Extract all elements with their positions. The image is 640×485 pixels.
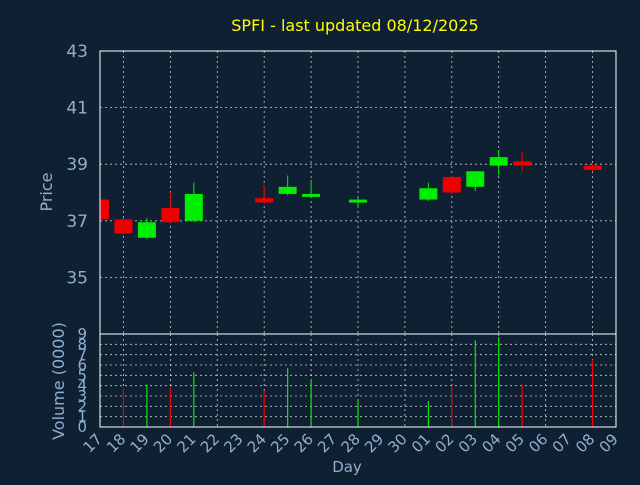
candle-body <box>161 208 180 223</box>
candle-body <box>349 199 367 203</box>
price-y-tick-labels: 35 37 39 41 43 <box>66 42 88 288</box>
candle <box>489 150 508 176</box>
x-axis-label: Day <box>332 458 362 476</box>
candle-body <box>302 193 321 197</box>
candle <box>302 179 321 197</box>
candle <box>466 171 485 192</box>
candle <box>278 175 297 196</box>
volume-grid <box>100 334 616 427</box>
price-y-tick-label: 37 <box>66 212 88 232</box>
candle <box>255 185 274 204</box>
candle <box>349 198 367 209</box>
volume-y-tick-label: 7 <box>77 346 87 364</box>
volume-y-tick-label: 2 <box>77 397 87 415</box>
price-y-axis-label: Price <box>37 172 56 211</box>
candle <box>161 192 180 224</box>
candle-body <box>489 157 508 166</box>
price-y-tick-label: 41 <box>66 99 88 119</box>
volume-y-tick-label: 5 <box>77 366 87 384</box>
price-y-tick-label: 39 <box>66 155 88 175</box>
volume-y-tick-label: 4 <box>77 377 87 395</box>
candle <box>442 175 461 194</box>
candle <box>583 164 602 172</box>
candle <box>114 217 133 235</box>
candle-body <box>419 188 438 200</box>
candle-body <box>137 222 156 238</box>
candle <box>419 182 438 201</box>
candle <box>99 198 109 221</box>
candle <box>137 217 156 240</box>
candle-body <box>583 165 602 170</box>
volume-y-tick-label: 8 <box>77 335 87 353</box>
candle-body <box>278 186 297 194</box>
volume-y-tick-label: 0 <box>77 418 87 436</box>
chart-title: SPFI - last updated 08/12/2025 <box>231 16 478 35</box>
candle <box>184 182 203 223</box>
candle-body <box>114 219 133 234</box>
volume-bars <box>122 337 594 427</box>
volume-y-tick-label: 6 <box>77 356 87 374</box>
volume-y-tick-label: 9 <box>77 325 87 343</box>
volume-y-axis-label: Volume (0000) <box>49 322 68 440</box>
candle-body <box>184 193 203 221</box>
candle-body <box>466 171 485 187</box>
x-tick-labels: 1718192021222324252627282930010203040506… <box>80 430 622 456</box>
volume-plot-frame <box>99 333 617 428</box>
candle-body <box>100 199 109 220</box>
price-y-tick-label: 35 <box>66 268 88 288</box>
volume-y-tick-label: 3 <box>77 387 87 405</box>
candle-body <box>255 198 274 203</box>
price-y-tick-label: 43 <box>66 42 88 62</box>
candle <box>513 151 532 172</box>
candle-body <box>442 176 461 193</box>
volume-y-tick-label: 1 <box>77 408 87 426</box>
candle-body <box>513 161 532 166</box>
